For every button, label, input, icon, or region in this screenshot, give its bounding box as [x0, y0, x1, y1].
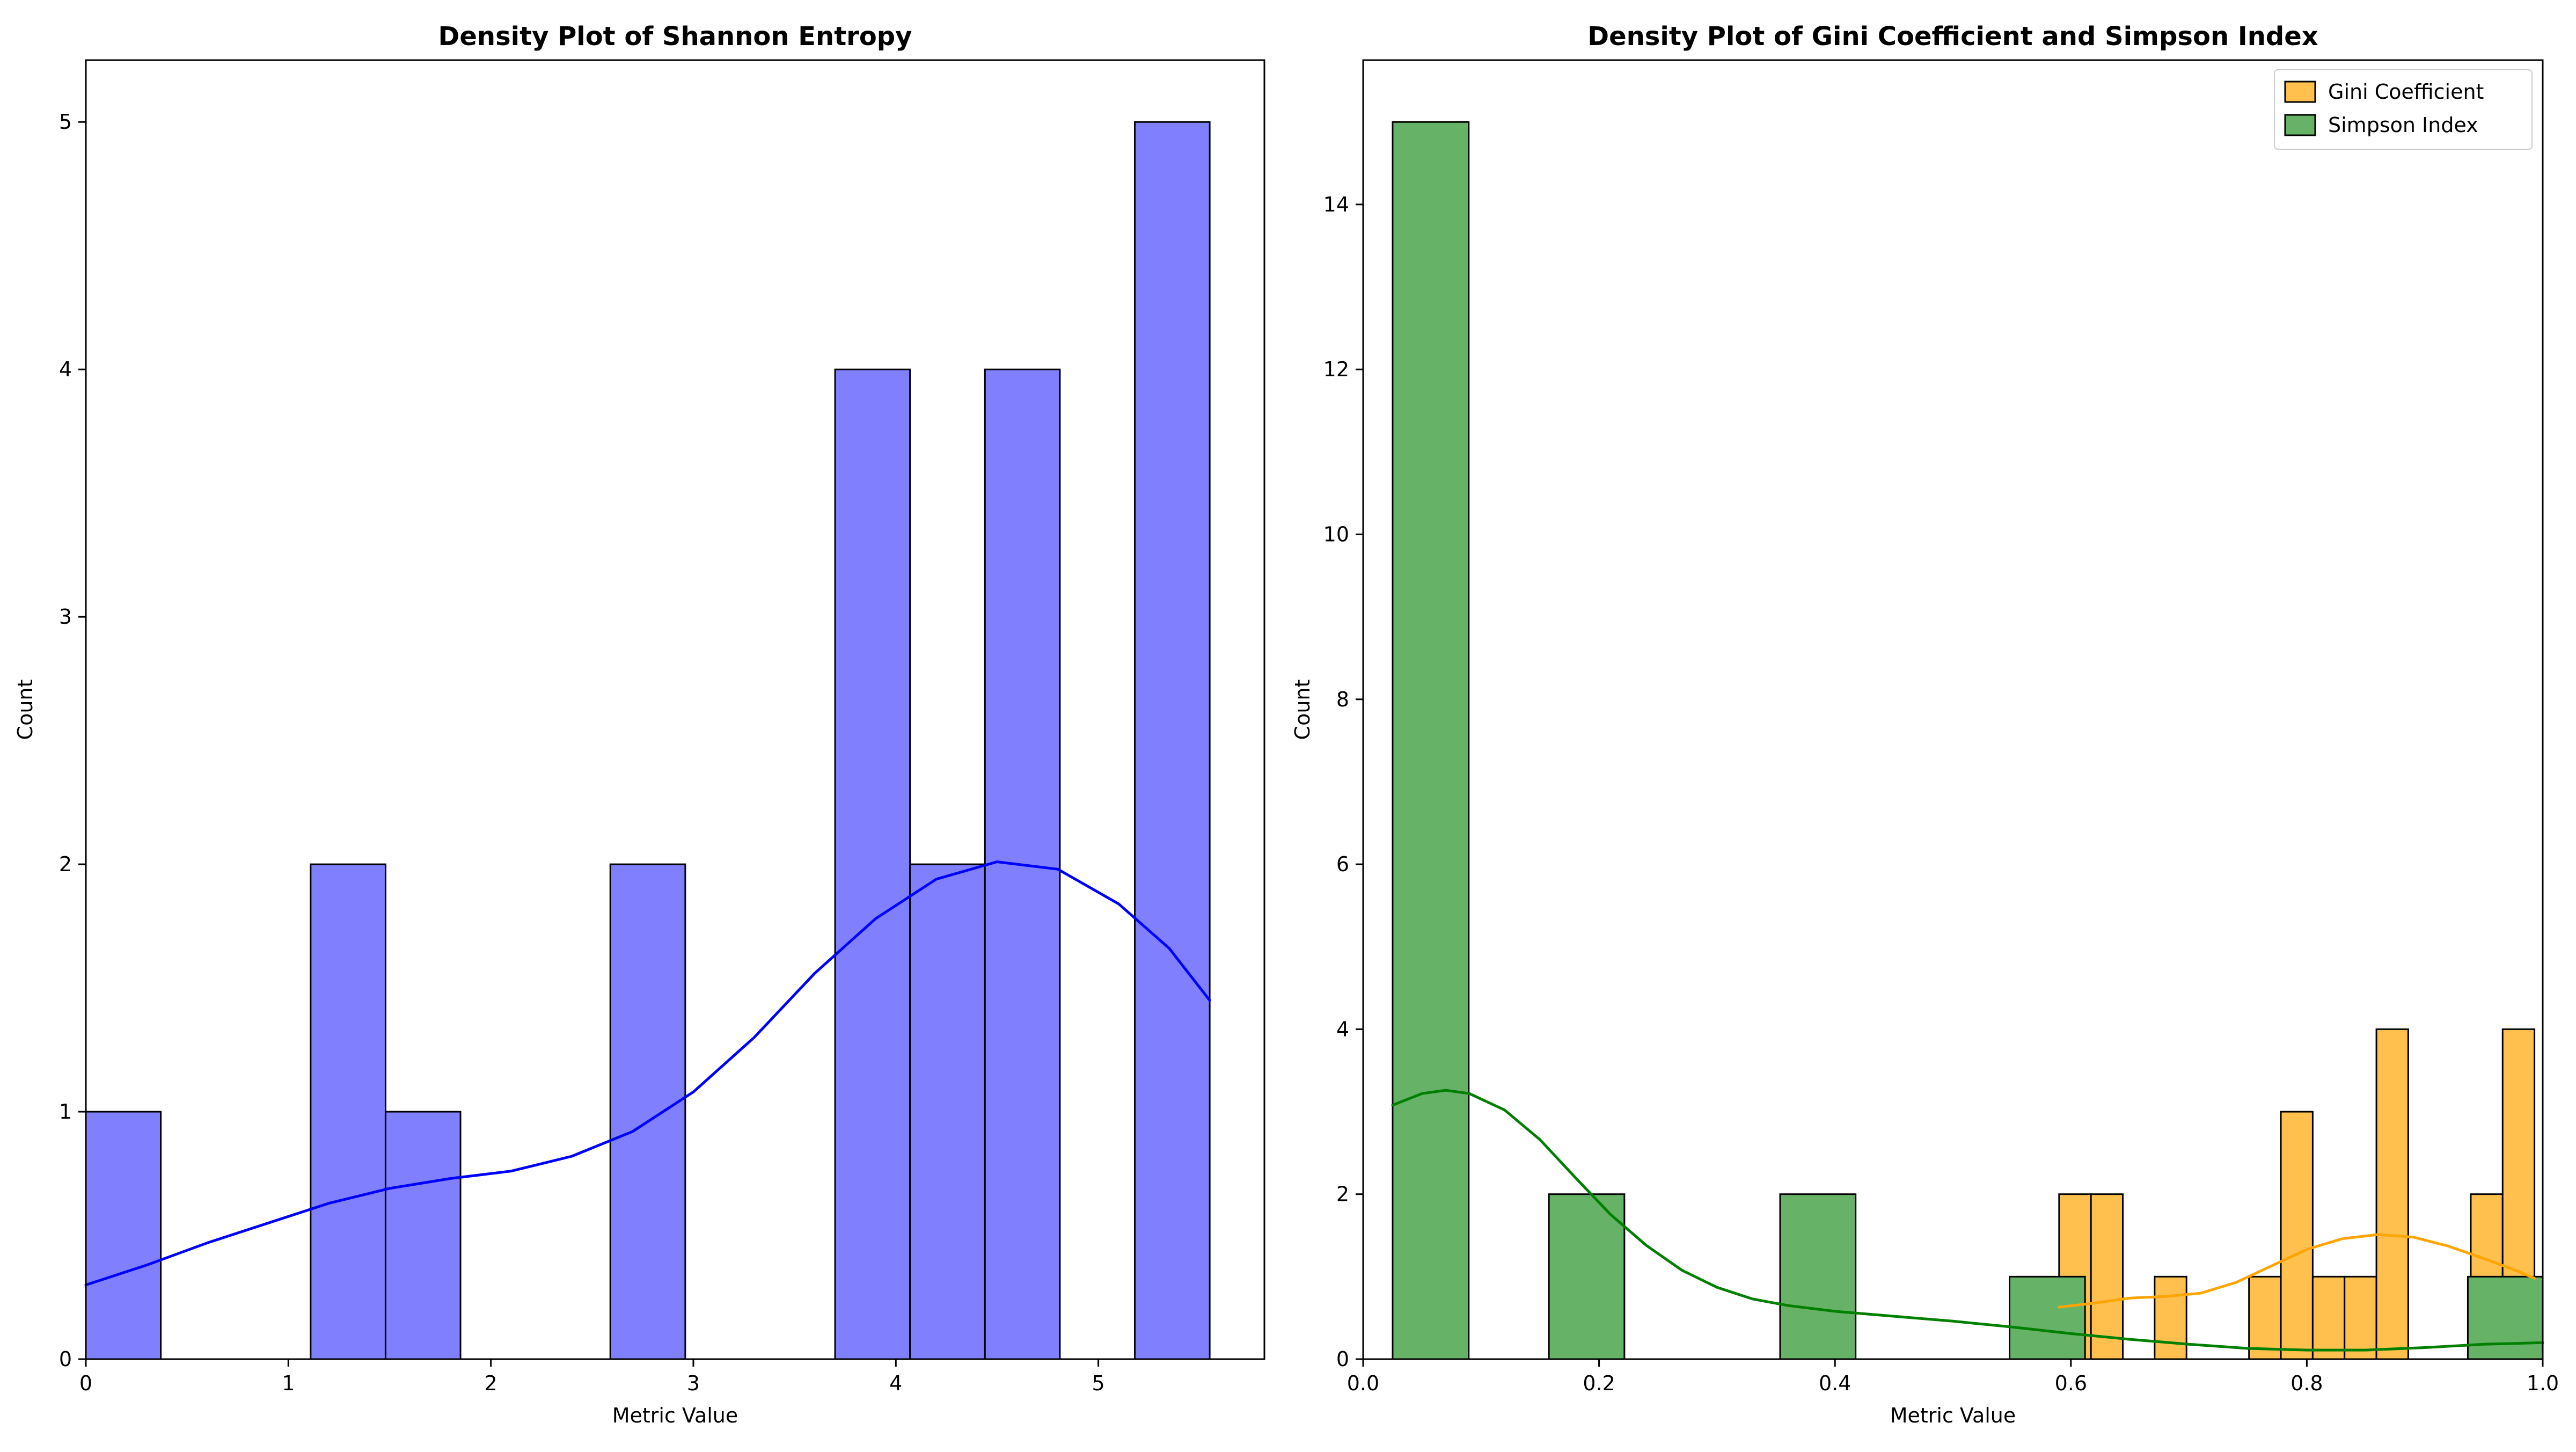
y-tick-label: 0 [59, 1347, 72, 1371]
x-tick-label: 0.2 [1583, 1371, 1615, 1395]
histogram-bar [85, 1111, 162, 1360]
y-tick-label: 4 [1336, 1017, 1349, 1041]
shannon-entropy-panel: 0 1 2 3 4 5 0 1 2 3 4 5 Density Plot of Shannon Ent… [13, 21, 1265, 1427]
y-tick-label: 5 [59, 110, 72, 134]
y-tick-label: 12 [1323, 357, 1349, 381]
y-tick-label: 1 [59, 1100, 72, 1123]
tick-marks: 0.0 0.2 0.4 0.6 0.8 1.0 0 2 4 6 8 10 12 14 [1323, 193, 2559, 1395]
legend-label-simpson: Simpson Index [2328, 113, 2478, 137]
x-tick-label: 0.4 [1819, 1371, 1851, 1395]
y-tick-label: 2 [59, 852, 72, 876]
x-axis-label: Metric Value [1890, 1404, 2016, 1427]
chart-title: Density Plot of Gini Coefficient and Sim… [1587, 21, 2318, 52]
y-axis-label: Count [1291, 680, 1314, 740]
gini-simpson-panel: 0.0 0.2 0.4 0.6 0.8 1.0 0 2 4 6 8 10 12 14 Density Pl… [1291, 21, 2559, 1427]
histogram-bar [1548, 1193, 1626, 1360]
x-tick-label: 0.0 [1347, 1371, 1379, 1395]
legend-label-gini: Gini Coefficient [2328, 80, 2484, 104]
histogram-bar [1134, 121, 1211, 1360]
y-tick-label: 8 [1336, 688, 1349, 711]
y-tick-label: 10 [1323, 522, 1349, 546]
y-tick-label: 0 [1336, 1347, 1349, 1371]
y-tick-label: 6 [1336, 852, 1349, 876]
histogram-bar [310, 863, 386, 1360]
histogram-bar [2009, 1275, 2086, 1360]
kde-curves [1391, 1089, 2544, 1352]
x-tick-label: 0.6 [2055, 1371, 2087, 1395]
x-tick-label: 0 [79, 1371, 92, 1395]
x-tick-label: 4 [889, 1371, 902, 1395]
histogram-bar [2311, 1275, 2346, 1360]
x-tick-label: 0.8 [2290, 1371, 2323, 1395]
x-tick-label: 1 [282, 1371, 295, 1395]
kde-curve [2058, 1233, 2536, 1309]
histogram-bar [2248, 1275, 2282, 1360]
legend-swatch-gini [2284, 81, 2316, 103]
histogram-bar [1392, 121, 1470, 1360]
histogram-bar [609, 863, 686, 1360]
y-tick-label: 3 [59, 605, 72, 629]
histogram-bars [1392, 121, 2544, 1360]
histogram-bars [85, 121, 1211, 1360]
tick-marks: 0 1 2 3 4 5 0 1 2 3 4 5 [59, 110, 1105, 1395]
kde-curve [84, 860, 1211, 1287]
histogram-bar [834, 368, 911, 1360]
histogram-bar [2467, 1275, 2544, 1360]
histogram-bar [2344, 1275, 2377, 1360]
legend-frame [2274, 69, 2533, 150]
histogram-bar [909, 863, 986, 1360]
x-tick-label: 2 [485, 1371, 497, 1395]
histogram-bar [2280, 1111, 2314, 1360]
histogram-bar [1779, 1193, 1857, 1360]
y-tick-label: 2 [1336, 1183, 1349, 1206]
y-tick-label: 14 [1323, 193, 1349, 216]
x-tick-label: 5 [1092, 1371, 1105, 1395]
kde-curves [84, 860, 1211, 1287]
legend-swatch-simpson [2284, 114, 2316, 136]
legend: Gini Coefficient Simpson Index [2274, 69, 2533, 150]
x-tick-label: 3 [687, 1371, 700, 1395]
plot-frame [1362, 59, 2544, 1360]
chart-title: Density Plot of Shannon Entropy [438, 21, 912, 52]
kde-curve [1391, 1089, 2544, 1352]
histogram-bar [384, 1111, 462, 1360]
histogram-bar [2154, 1275, 2187, 1360]
x-axis-label: Metric Value [612, 1404, 738, 1427]
x-tick-label: 1.0 [2527, 1371, 2559, 1395]
histogram-bar [2375, 1028, 2409, 1360]
plot-frame [85, 59, 1265, 1360]
y-axis-label: Count [13, 680, 37, 740]
histogram-bar [2090, 1193, 2124, 1360]
y-tick-label: 4 [59, 357, 72, 381]
